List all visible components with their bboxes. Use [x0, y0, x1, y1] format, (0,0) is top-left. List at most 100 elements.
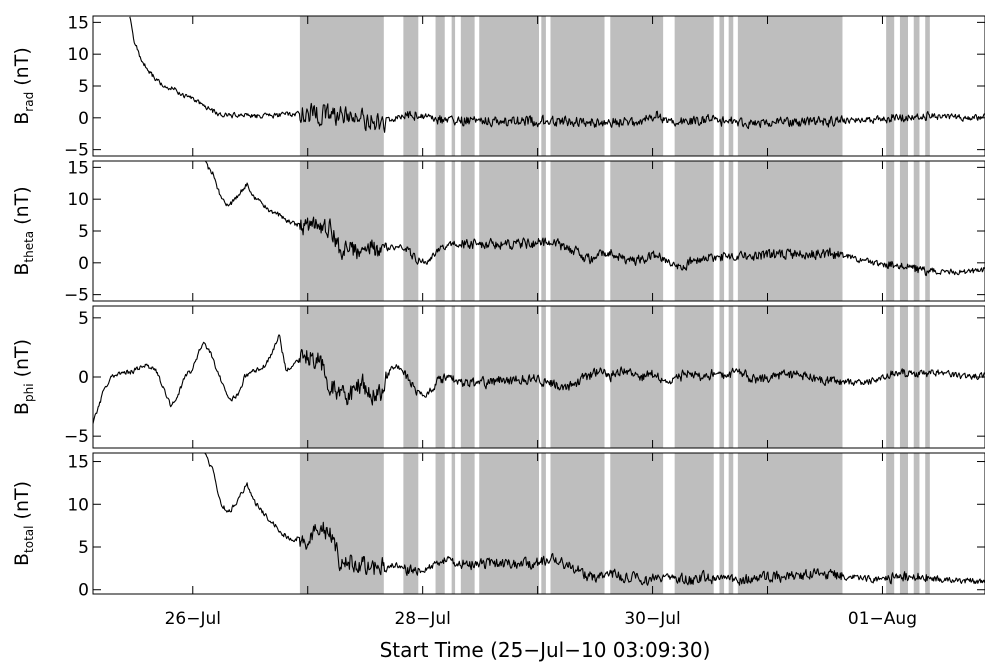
shaded-interval — [913, 453, 920, 594]
shaded-interval — [728, 453, 734, 594]
x-tick-label: 26−Jul — [165, 609, 221, 629]
panel-frame — [92, 452, 985, 595]
trace-b-rad — [129, 16, 985, 133]
x-axis: 26−Jul 28−Jul 30−Jul 01−Aug — [165, 609, 917, 629]
shaded-interval — [403, 453, 419, 594]
shaded-interval — [403, 161, 419, 301]
shaded-interval — [403, 16, 419, 156]
y-tick-label: 0 — [78, 581, 89, 601]
shaded-interval — [541, 16, 546, 156]
shaded-interval — [299, 16, 384, 156]
panel-b-rad: 15 10 5 0 −5 Brad (nT) — [11, 13, 985, 161]
y-tick-label: −5 — [64, 427, 89, 447]
x-tick-label: 28−Jul — [394, 609, 450, 629]
shaded-interval — [899, 306, 908, 448]
y-tick-label: 0 — [78, 109, 89, 129]
shaded-interval — [435, 161, 445, 301]
shaded-interval — [610, 306, 664, 448]
shaded-interval — [728, 161, 734, 301]
shaded-intervals — [299, 16, 930, 156]
shaded-interval — [737, 161, 843, 301]
shaded-interval — [886, 453, 895, 594]
shaded-intervals — [299, 453, 930, 594]
shaded-interval — [403, 306, 419, 448]
y-tick-label: 5 — [78, 77, 89, 97]
shaded-interval — [719, 16, 725, 156]
panel-b-phi: 5 0 −5 Bphi (nT) — [11, 305, 985, 449]
shaded-interval — [299, 453, 384, 594]
shaded-interval — [899, 453, 908, 594]
shaded-interval — [674, 161, 714, 301]
shaded-interval — [541, 453, 546, 594]
y-tick-label: −5 — [64, 141, 89, 161]
y-tick-label: 5 — [78, 538, 89, 558]
y-tick-label: −5 — [64, 286, 89, 306]
y-axis-label: Brad (nT) — [11, 47, 36, 124]
trace-b-total — [204, 453, 985, 586]
shaded-interval — [299, 161, 384, 301]
panel-b-total: 15 10 5 0 Btotal (nT) — [11, 452, 985, 601]
shaded-interval — [610, 161, 664, 301]
shaded-interval — [913, 16, 920, 156]
shaded-interval — [886, 161, 895, 301]
panel-b-theta: 15 10 5 0 −5 Btheta (nT) — [11, 158, 985, 306]
y-tick-label: 5 — [78, 222, 89, 242]
shaded-interval — [737, 453, 843, 594]
shaded-interval — [435, 453, 445, 594]
shaded-interval — [899, 16, 908, 156]
shaded-interval — [479, 453, 539, 594]
shaded-interval — [737, 306, 843, 448]
shaded-interval — [435, 16, 445, 156]
shaded-interval — [728, 16, 734, 156]
y-tick-label: 0 — [78, 254, 89, 274]
y-axis-label: Btheta (nT) — [11, 186, 36, 275]
shaded-interval — [925, 306, 930, 448]
shaded-interval — [550, 306, 605, 448]
shaded-interval — [550, 453, 605, 594]
shaded-interval — [550, 16, 605, 156]
x-axis-title: Start Time (25−Jul−10 03:09:30) — [380, 638, 711, 662]
shaded-interval — [674, 453, 714, 594]
shaded-interval — [913, 306, 920, 448]
y-tick-label: 10 — [67, 495, 89, 515]
x-tick-label: 01−Aug — [848, 609, 917, 629]
y-tick-label: 15 — [67, 13, 89, 33]
shaded-interval — [460, 16, 475, 156]
trace-b-phi — [93, 334, 985, 424]
shaded-interval — [541, 306, 546, 448]
y-axis-label: Btotal (nT) — [11, 481, 36, 566]
y-tick-label: 15 — [67, 158, 89, 178]
shaded-interval — [451, 16, 456, 156]
trace-b-theta — [204, 161, 985, 277]
panels: 15 10 5 0 −5 Brad (nT) 15 10 5 0 −5 Btheta (nT) 5 0 −5… — [11, 13, 985, 601]
shaded-interval — [451, 161, 456, 301]
shaded-interval — [899, 161, 908, 301]
shaded-interval — [719, 161, 725, 301]
shaded-interval — [925, 16, 930, 156]
shaded-interval — [925, 161, 930, 301]
x-tick-label: 30−Jul — [624, 609, 680, 629]
y-axis-label: Bphi (nT) — [11, 339, 36, 415]
shaded-interval — [913, 161, 920, 301]
shaded-interval — [299, 306, 384, 448]
shaded-interval — [719, 453, 725, 594]
shaded-interval — [460, 453, 475, 594]
shaded-interval — [479, 161, 539, 301]
y-tick-label: 10 — [67, 190, 89, 210]
shaded-interval — [479, 16, 539, 156]
y-tick-label: 15 — [67, 453, 89, 473]
shaded-interval — [886, 16, 895, 156]
y-tick-label: 5 — [78, 309, 89, 329]
shaded-interval — [728, 306, 734, 448]
shaded-interval — [550, 161, 605, 301]
y-tick-label: 10 — [67, 45, 89, 65]
shaded-interval — [610, 16, 664, 156]
shaded-interval — [674, 16, 714, 156]
shaded-interval — [610, 453, 664, 594]
shaded-interval — [451, 453, 456, 594]
shaded-intervals — [299, 161, 930, 301]
shaded-interval — [737, 16, 843, 156]
shaded-interval — [460, 306, 475, 448]
shaded-interval — [925, 453, 930, 594]
